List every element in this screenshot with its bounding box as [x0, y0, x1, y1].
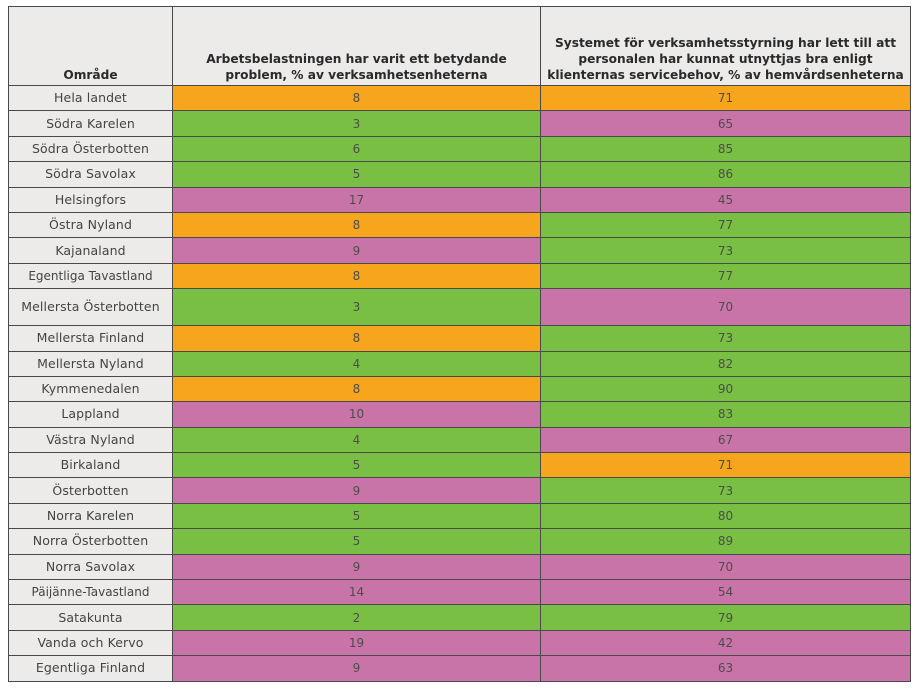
system-cell: 77 [540, 262, 911, 290]
table-row: Västra Nyland 4 67 [8, 426, 911, 454]
table-row: Södra Savolax 5 86 [8, 161, 911, 188]
region-cell: Norra Österbotten [8, 528, 173, 555]
header-row: Område Arbetsbelastningen har varit ett … [8, 6, 911, 86]
table-row: Norra Karelen 5 80 [8, 502, 911, 530]
system-cell: 42 [540, 629, 911, 657]
region-cell: Lappland [8, 401, 173, 428]
system-cell: 71 [540, 84, 911, 112]
system-cell: 90 [540, 375, 911, 403]
region-cell: Östra Nyland [8, 211, 173, 239]
system-cell: 54 [540, 579, 911, 606]
table-row: Hela landet 8 71 [8, 84, 911, 112]
table-row: Helsingfors 17 45 [8, 186, 911, 213]
system-cell: 73 [540, 325, 911, 352]
system-cell: 82 [540, 350, 911, 377]
region-cell: Södra Savolax [8, 161, 173, 188]
table-row: Kymmenedalen 8 90 [8, 375, 911, 403]
system-cell: 73 [540, 477, 911, 504]
workload-cell: 17 [172, 186, 541, 213]
system-cell: 77 [540, 211, 911, 239]
table-row: Norra Savolax 9 70 [8, 553, 911, 581]
table-row: Södra Österbotten 6 85 [8, 135, 911, 163]
workload-cell: 2 [172, 604, 541, 631]
table-row: Päijänne-Tavastland 14 54 [8, 579, 911, 606]
workload-cell: 4 [172, 426, 541, 454]
region-cell: Hela landet [8, 84, 173, 112]
table-row: Birkaland 5 71 [8, 452, 911, 479]
workload-cell: 10 [172, 401, 541, 428]
system-cell: 80 [540, 502, 911, 530]
system-cell: 79 [540, 604, 911, 631]
workload-cell: 8 [172, 84, 541, 112]
table-row: Norra Österbotten 5 89 [8, 528, 911, 555]
workload-cell: 5 [172, 161, 541, 188]
table-row: Satakunta 2 79 [8, 604, 911, 631]
region-cell: Helsingfors [8, 186, 173, 213]
system-cell: 89 [540, 528, 911, 555]
region-cell: Västra Nyland [8, 426, 173, 454]
workload-cell: 8 [172, 262, 541, 290]
region-comparison-table: Område Arbetsbelastningen har varit ett … [8, 6, 911, 682]
workload-cell: 8 [172, 211, 541, 239]
table-row: Egentliga Finland 9 63 [8, 655, 911, 682]
system-cell: 71 [540, 452, 911, 479]
region-cell: Birkaland [8, 452, 173, 479]
workload-cell: 8 [172, 375, 541, 403]
workload-cell: 9 [172, 477, 541, 504]
system-cell: 83 [540, 401, 911, 428]
workload-cell: 4 [172, 350, 541, 377]
region-cell: Egentliga Finland [8, 655, 173, 682]
workload-cell: 5 [172, 528, 541, 555]
system-cell: 70 [540, 288, 911, 327]
workload-cell: 5 [172, 452, 541, 479]
region-cell: Mellersta Nyland [8, 350, 173, 377]
system-cell: 70 [540, 553, 911, 581]
workload-cell: 6 [172, 135, 541, 163]
table-row: Egentliga Tavastland 8 77 [8, 262, 911, 290]
system-cell: 63 [540, 655, 911, 682]
region-cell: Norra Karelen [8, 502, 173, 530]
table-row: Östra Nyland 8 77 [8, 211, 911, 239]
region-cell: Österbotten [8, 477, 173, 504]
workload-cell: 9 [172, 237, 541, 264]
region-cell: Kymmenedalen [8, 375, 173, 403]
system-cell: 85 [540, 135, 911, 163]
table-row: Mellersta Österbotten 3 70 [8, 288, 911, 327]
system-cell: 45 [540, 186, 911, 213]
system-cell: 73 [540, 237, 911, 264]
region-cell: Päijänne-Tavastland [8, 579, 173, 606]
region-cell: Kajanaland [8, 237, 173, 264]
header-system: Systemet för verksamhetsstyrning har let… [540, 6, 911, 86]
region-cell: Satakunta [8, 604, 173, 631]
region-cell: Egentliga Tavastland [8, 262, 173, 290]
region-cell: Mellersta Finland [8, 325, 173, 352]
table-row: Södra Karelen 3 65 [8, 110, 911, 137]
header-region: Område [8, 6, 173, 86]
workload-cell: 9 [172, 655, 541, 682]
table-row: Mellersta Finland 8 73 [8, 325, 911, 352]
system-cell: 65 [540, 110, 911, 137]
workload-cell: 3 [172, 110, 541, 137]
workload-cell: 9 [172, 553, 541, 581]
region-cell: Norra Savolax [8, 553, 173, 581]
table-row: Österbotten 9 73 [8, 477, 911, 504]
workload-cell: 5 [172, 502, 541, 530]
table-row: Kajanaland 9 73 [8, 237, 911, 264]
workload-cell: 19 [172, 629, 541, 657]
workload-cell: 14 [172, 579, 541, 606]
table-row: Mellersta Nyland 4 82 [8, 350, 911, 377]
workload-cell: 8 [172, 325, 541, 352]
region-cell: Vanda och Kervo [8, 629, 173, 657]
table-row: Vanda och Kervo 19 42 [8, 629, 911, 657]
workload-cell: 3 [172, 288, 541, 327]
table-row: Lappland 10 83 [8, 401, 911, 428]
region-cell: Mellersta Österbotten [8, 288, 173, 327]
region-cell: Södra Karelen [8, 110, 173, 137]
system-cell: 67 [540, 426, 911, 454]
region-cell: Södra Österbotten [8, 135, 173, 163]
system-cell: 86 [540, 161, 911, 188]
header-workload: Arbetsbelastningen har varit ett betydan… [172, 6, 541, 86]
